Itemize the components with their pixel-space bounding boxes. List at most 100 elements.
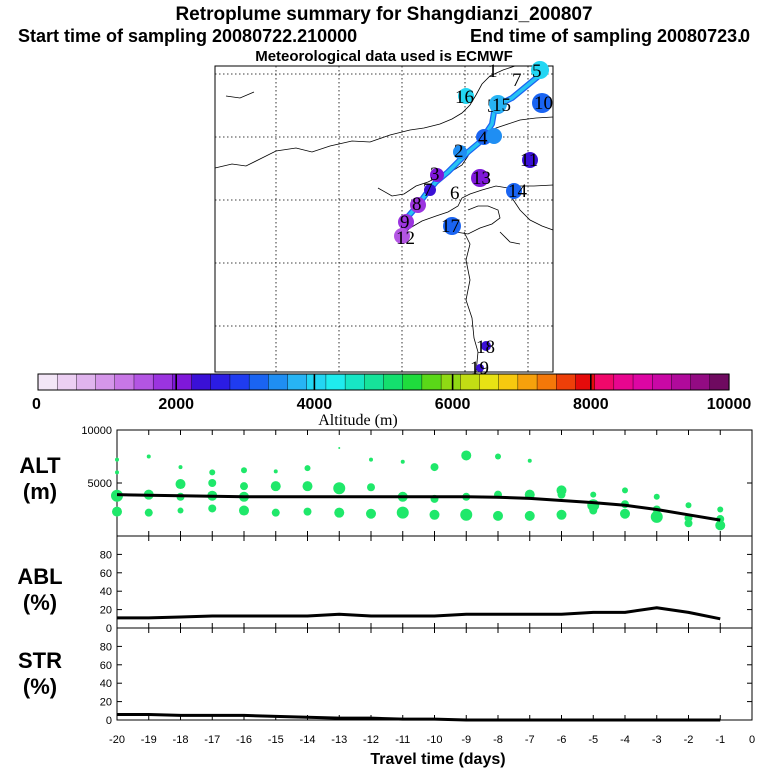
cluster-point [589,506,598,515]
cluster-point [493,510,503,521]
x-tick-label: -5 [588,734,598,746]
x-tick-label: -1 [715,734,725,746]
colorbar-swatch [479,373,500,391]
map-marker-label: 3 [430,164,440,185]
cluster-point [115,470,119,475]
x-tick-label: -16 [236,734,252,746]
colorbar-swatch [364,373,385,391]
cluster-point [144,508,153,517]
cluster-point [461,450,472,461]
trajectory-markers: 1234567891011121314151617181957 [394,61,553,379]
abl-panel: ABL(%) 0 20 40 60 80 [17,535,753,635]
cluster-point [302,481,313,492]
cluster-point [396,506,409,519]
cluster-point [653,493,660,500]
map-marker-label: 8 [412,194,422,215]
y-tick-label: 5000 [88,478,112,490]
y-tick-label: 0 [106,623,112,635]
alt-ylabel: ALT [19,453,61,478]
map-marker [486,128,502,144]
map-marker [489,95,507,113]
cluster-point [369,457,373,462]
cluster-point [367,483,375,492]
x-tick-label: -13 [331,734,347,746]
cluster-point [270,481,281,492]
y-tick-label: 60 [100,568,112,580]
map-marker-label: 15 [492,95,511,116]
cluster-point [208,504,217,513]
colorbar-swatch [248,373,269,391]
colorbar-swatch [114,373,135,391]
colorbar-swatch [268,373,289,391]
cluster-point [146,454,151,459]
map-marker-label: 16 [455,87,474,108]
colorbar-swatch [556,373,577,391]
cluster-point [527,458,532,463]
y-tick-label: 40 [100,678,112,690]
colorbar-tick-labels: 0 2000 4000 6000 8000 10000 [32,396,751,413]
cluster-point [271,508,280,517]
colorbar-swatch [95,373,116,391]
cluster-point [650,510,663,523]
str-ylabel: STR [18,648,62,673]
colorbar-swatch [344,373,365,391]
x-tick-label: -11 [395,734,410,746]
cluster-point [338,447,341,450]
x-tick-label: -7 [525,734,535,746]
map-frame [214,65,554,373]
map-marker [453,145,467,159]
start-time-label: Start time of sampling 20080722.210000 [18,26,357,46]
x-tick-label: -18 [173,734,189,746]
x-tick-label: -15 [268,734,284,746]
cluster-point [303,507,312,516]
colorbar-swatch [172,373,193,391]
map-marker [471,169,489,187]
colorbar-swatch [536,373,557,391]
cluster-point [240,482,248,491]
map-marker [443,217,461,235]
x-tick-label: -6 [557,734,567,746]
cluster-point [717,506,724,513]
map-marker [394,228,410,244]
map-marker-label: 10 [534,93,553,114]
colorbar-swatch [383,373,404,391]
cluster-point [175,479,186,490]
x-tick-label: -10 [427,734,443,746]
map-marker-label: 7 [423,180,433,201]
y-tick-label: 0 [106,715,112,727]
y-tick-label: 80 [100,641,112,653]
colorbar-swatch [152,373,173,391]
map-marker [430,168,444,182]
end-time-suffix: 0 [740,26,750,46]
map-marker-label: 14 [508,181,528,202]
map-coastlines [214,65,554,373]
cluster-point [622,487,628,494]
str-line [117,712,721,722]
met-data-label: Meteorological data used is ECMWF [255,48,513,65]
cluster-point [556,509,567,520]
time-series-panels: ALT(m) 500010000ABL(%)020406080STR(%)0204… [17,425,755,768]
cluster-point [620,508,630,519]
colorbar-swatch [229,373,250,391]
str-ylabel-unit: (%) [23,674,57,699]
cluster-point [366,508,376,519]
abl-ylabel-unit: (%) [23,590,57,615]
cluster-point [429,509,440,520]
map-marker [532,93,552,113]
map-marker-label: 7 [512,70,522,91]
x-tick-label: -12 [363,734,379,746]
colorbar-swatch [191,373,212,391]
cluster-point [524,510,535,521]
colorbar-swatch [460,373,481,391]
map-marker-label: 9 [400,212,410,233]
x-tick-label: -19 [141,734,157,746]
abl-ylabel: ABL [17,564,62,589]
abl-line [117,606,721,621]
colorbar-frame [37,373,730,391]
x-tick-label: -17 [204,734,220,746]
colorbar-swatch [76,373,97,391]
figure-title: Retroplume summary for Shangdianzi_20080… [175,4,592,25]
cluster-point [334,507,345,518]
cluster-point [400,459,405,464]
